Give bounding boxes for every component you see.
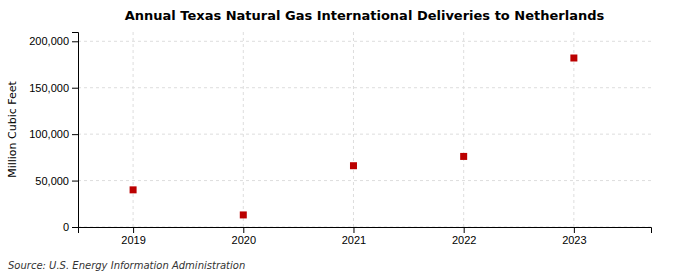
y-tick-mark	[72, 181, 78, 182]
y-tick-label: 50,000	[35, 175, 69, 187]
y-tick-mark	[72, 41, 78, 42]
y-axis-line	[72, 33, 79, 228]
y-tick: 150,000	[29, 82, 78, 94]
x-tick-mark	[353, 227, 354, 233]
x-tick: 2022	[452, 227, 476, 246]
y-tick: 50,000	[35, 175, 78, 187]
x-tick-mark	[243, 227, 244, 233]
x-tick-label: 2022	[452, 234, 476, 246]
grid-line-x	[243, 32, 244, 227]
point	[570, 55, 577, 62]
grid	[78, 32, 651, 227]
x-axis-line	[79, 228, 652, 234]
y-tick: 100,000	[29, 128, 78, 140]
x-axis: 2019 2020 2021 2022 2023	[79, 227, 652, 246]
point	[350, 162, 357, 169]
x-tick: 2020	[232, 227, 256, 246]
x-tick-mark	[574, 227, 575, 233]
points	[130, 55, 578, 219]
grid-line-y	[78, 180, 651, 181]
grid-line-y	[78, 87, 651, 88]
x-tick-label: 2020	[232, 234, 256, 246]
y-tick: 0	[63, 221, 78, 233]
y-tick-label: 150,000	[29, 82, 69, 94]
x-tick-mark	[133, 227, 134, 233]
grid-line-x	[133, 32, 134, 227]
y-tick-label: 0	[63, 221, 69, 233]
point	[460, 153, 467, 160]
point	[130, 186, 137, 193]
y-tick-label: 200,000	[29, 35, 69, 47]
y-tick-mark	[72, 134, 78, 135]
point	[240, 211, 247, 218]
x-tick-label: 2023	[562, 234, 586, 246]
title: Annual Texas Natural Gas International D…	[125, 8, 605, 23]
x-tick: 2023	[562, 227, 586, 246]
y-tick: 200,000	[29, 35, 78, 47]
grid-line-y	[78, 41, 651, 42]
source: Source: U.S. Energy Information Administ…	[8, 260, 245, 271]
chart: 2019 2020 2021 2022 2023 0 50,000 100,000 150,00…	[0, 0, 675, 275]
x-tick: 2021	[342, 227, 366, 246]
y-tick-mark	[72, 227, 78, 228]
grid-line-y	[78, 134, 651, 135]
x-tick: 2019	[121, 227, 145, 246]
x-tick-mark	[464, 227, 465, 233]
x-tick-label: 2019	[121, 234, 145, 246]
grid-line-x	[353, 32, 354, 227]
y-axis: 0 50,000 100,000 150,000 200,000	[29, 33, 78, 234]
x-tick-label: 2021	[342, 234, 366, 246]
y-tick-label: 100,000	[29, 128, 69, 140]
grid-line-x	[463, 32, 464, 227]
y-axis-title: Million Cubic Feet	[6, 80, 19, 177]
y-tick-mark	[72, 88, 78, 89]
plot: 2019 2020 2021 2022 2023 0 50,000 100,000 150,00…	[29, 32, 651, 246]
